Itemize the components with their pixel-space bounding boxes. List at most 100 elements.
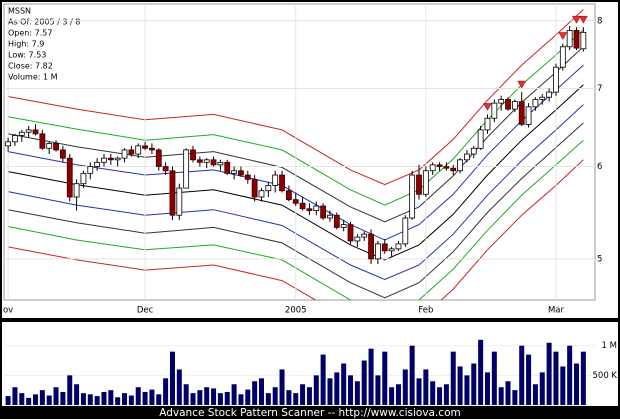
volume-bar bbox=[272, 387, 278, 405]
volume-bar bbox=[526, 354, 532, 405]
volume-bar bbox=[5, 396, 11, 405]
candle-body bbox=[169, 170, 176, 216]
signal-marker bbox=[517, 80, 527, 89]
volume-bar bbox=[395, 384, 401, 405]
volume-bar bbox=[176, 369, 182, 405]
candle-body bbox=[313, 205, 320, 211]
info-line: As Of: 2005 / 3 / 8 bbox=[8, 18, 80, 27]
candle-body bbox=[94, 161, 101, 167]
candle-body bbox=[183, 149, 190, 189]
candle-body bbox=[532, 99, 539, 108]
volume-bar bbox=[217, 393, 223, 405]
volume-bar bbox=[46, 395, 52, 405]
volume-bar bbox=[80, 393, 86, 405]
candle-body bbox=[450, 167, 457, 172]
volume-bar bbox=[512, 390, 518, 405]
candle-body bbox=[306, 208, 313, 211]
candle-body bbox=[546, 91, 553, 98]
volume-bar bbox=[334, 372, 340, 405]
candle-body bbox=[580, 31, 587, 50]
candle-body bbox=[135, 145, 142, 155]
volume-bar bbox=[498, 387, 504, 405]
candle-body bbox=[402, 217, 409, 245]
candle-body bbox=[285, 190, 292, 201]
volume-bar bbox=[39, 390, 45, 405]
candle-body bbox=[333, 214, 340, 228]
candle-body bbox=[525, 106, 532, 125]
candle-body bbox=[66, 157, 73, 198]
candle-body bbox=[244, 174, 251, 180]
candle-body bbox=[422, 170, 429, 195]
candle-body bbox=[361, 233, 368, 238]
volume-bar bbox=[450, 351, 456, 405]
candle-body bbox=[436, 164, 443, 167]
volume-bar bbox=[382, 351, 388, 405]
volume-bar bbox=[546, 342, 552, 405]
candle-body bbox=[340, 224, 347, 228]
candle-body bbox=[87, 166, 94, 174]
candle-body bbox=[505, 99, 511, 110]
candle-body bbox=[539, 96, 546, 100]
candle-body bbox=[443, 166, 450, 169]
volume-bar bbox=[149, 389, 155, 405]
signal-marker bbox=[572, 15, 581, 24]
candle-body bbox=[5, 141, 12, 147]
candle-body bbox=[142, 145, 148, 149]
candle-body bbox=[553, 66, 559, 93]
candle-body bbox=[272, 174, 279, 186]
volume-bar bbox=[320, 354, 326, 405]
volume-bar bbox=[505, 381, 511, 405]
candle-body bbox=[354, 236, 361, 242]
volume-bar bbox=[484, 372, 490, 405]
volume-bar bbox=[238, 394, 244, 405]
volume-bar bbox=[224, 391, 230, 405]
volume-bar bbox=[169, 351, 175, 405]
candle-body bbox=[381, 243, 388, 252]
candle-body bbox=[258, 190, 265, 198]
candle-body bbox=[162, 166, 169, 172]
volume-bar bbox=[361, 360, 367, 405]
volume-bar bbox=[457, 366, 463, 405]
volume-bar bbox=[258, 378, 264, 405]
info-line: Close: 7.82 bbox=[8, 62, 53, 71]
volume-bar bbox=[163, 378, 169, 405]
x-tick-label: Dec bbox=[137, 306, 154, 316]
signal-marker bbox=[578, 15, 588, 24]
volume-bar bbox=[142, 391, 148, 405]
volume-bar bbox=[423, 369, 429, 405]
candle-body bbox=[203, 159, 210, 163]
candle-body bbox=[327, 214, 333, 219]
volume-bar bbox=[245, 389, 251, 405]
volume-bar bbox=[19, 393, 25, 405]
candle-body bbox=[190, 149, 196, 161]
ticker: MSSN bbox=[8, 7, 31, 16]
candle-body bbox=[251, 178, 258, 198]
candle-body bbox=[59, 149, 66, 159]
plot-frame bbox=[3, 3, 596, 301]
y-tick-label: 5 bbox=[597, 254, 602, 264]
volume-bar bbox=[122, 393, 128, 405]
candle-body bbox=[320, 205, 327, 219]
candle-body bbox=[470, 147, 477, 155]
candle-body bbox=[477, 129, 484, 149]
volume-bar bbox=[539, 372, 545, 405]
x-tick-label: Mar bbox=[548, 306, 565, 316]
volume-bar bbox=[293, 393, 299, 405]
footer: Advance Stock Pattern Scanner -- http://… bbox=[159, 407, 460, 419]
candle-body bbox=[491, 102, 498, 119]
volume-bar bbox=[115, 397, 121, 405]
volume-bar bbox=[252, 381, 258, 405]
candle-body bbox=[12, 135, 18, 143]
candle-body bbox=[518, 101, 525, 125]
candle-body bbox=[80, 172, 87, 185]
volume-bar bbox=[204, 387, 210, 405]
volume-bar bbox=[156, 394, 162, 405]
volume-bar bbox=[74, 384, 80, 405]
candle-body bbox=[25, 129, 32, 133]
volume-bar bbox=[464, 375, 470, 405]
volume-bar bbox=[265, 393, 271, 405]
y-tick-label: 8 bbox=[597, 16, 602, 26]
volume-bar bbox=[87, 394, 93, 405]
candle-body bbox=[347, 224, 354, 242]
